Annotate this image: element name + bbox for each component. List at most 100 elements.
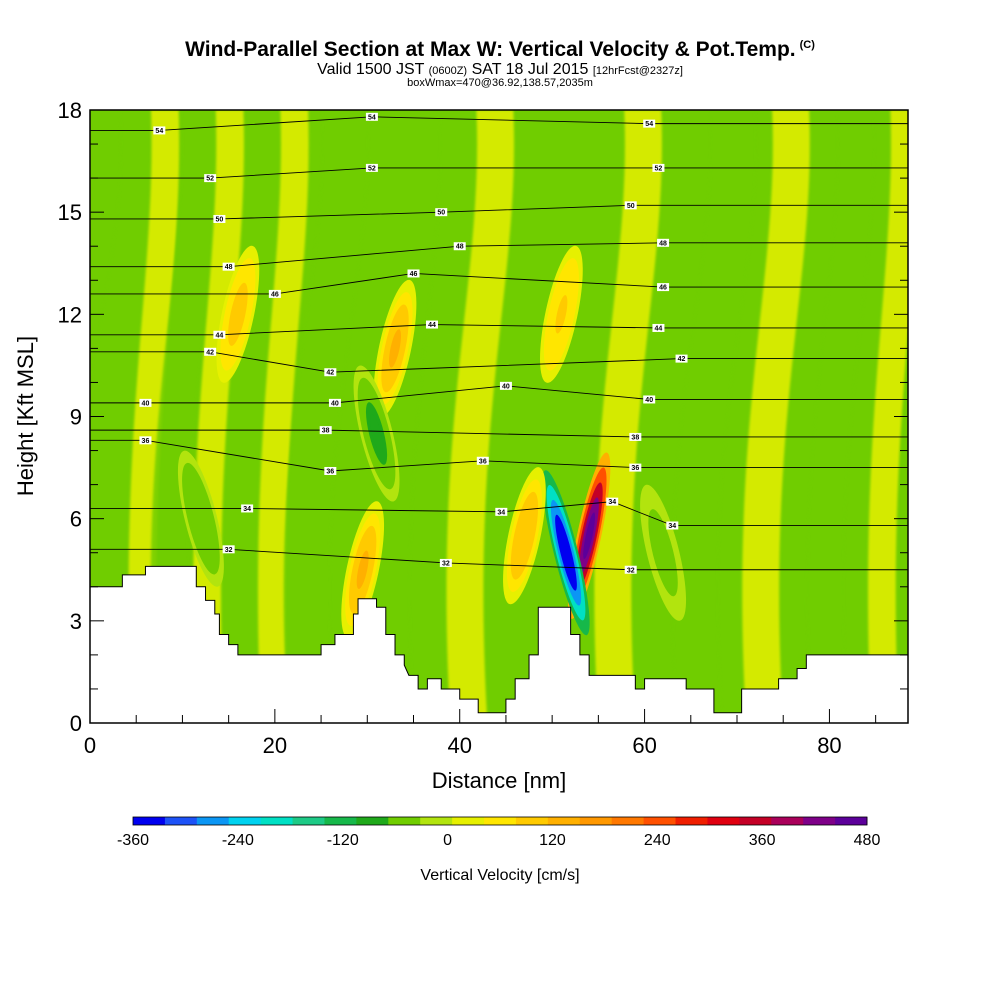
contour-label-bg xyxy=(652,163,665,172)
contour-label-bg xyxy=(652,323,665,332)
x-axis-label: Distance [nm] xyxy=(432,768,567,793)
y-tick-label: 0 xyxy=(70,711,82,736)
contour-label-bg xyxy=(643,119,656,128)
valid-time: Valid 1500 JST xyxy=(317,61,425,78)
contour-label: 36 xyxy=(142,438,150,445)
contour-label-bg xyxy=(407,269,420,278)
colorbar-tick-label: -360 xyxy=(117,832,149,849)
updraft-core xyxy=(583,512,596,559)
colorbar-swatch xyxy=(196,817,230,825)
colorbar-tick-label: -120 xyxy=(327,832,359,849)
field-band xyxy=(409,110,478,723)
colorbar-swatch xyxy=(452,817,485,825)
contour-label: 38 xyxy=(631,434,639,441)
contour-label-bg xyxy=(643,395,656,404)
x-tick-label: 20 xyxy=(263,733,287,758)
contour-label: 32 xyxy=(627,567,635,574)
colorbar-tick-label: 480 xyxy=(854,832,881,849)
contour-label: 40 xyxy=(645,397,653,404)
contour-label-bg xyxy=(629,432,642,441)
field-band xyxy=(128,110,180,723)
contour-label: 44 xyxy=(216,332,224,339)
y-tick-label: 6 xyxy=(70,507,82,532)
theta-contour xyxy=(90,501,908,526)
contour-label-bg xyxy=(453,242,466,251)
contour-label-bg xyxy=(624,565,637,574)
contour-label-bg xyxy=(139,436,152,445)
downdraft-core xyxy=(656,533,670,572)
contour-label: 34 xyxy=(668,523,676,530)
field-band xyxy=(283,110,369,723)
chart-title: Wind-Parallel Section at Max W: Vertical… xyxy=(185,38,815,61)
updraft-core xyxy=(555,295,568,334)
contour-label-bg xyxy=(624,201,637,210)
contour-label-bg xyxy=(629,463,642,472)
contour-label: 42 xyxy=(678,356,686,363)
x-tick-label: 60 xyxy=(632,733,656,758)
field-band xyxy=(446,110,515,723)
contour-labels: 32 32 32 34 34 34 34 36 36 36 36 38 38 40 40 40 40 42 42 42… xyxy=(139,112,688,574)
colorbar-swatch xyxy=(164,817,198,825)
contour-label: 54 xyxy=(155,128,163,135)
contour-label-bg xyxy=(268,289,281,298)
colorbar-frame xyxy=(132,816,868,826)
contour-label-bg xyxy=(241,504,254,513)
contour-label: 36 xyxy=(479,458,487,465)
contour-label-bg xyxy=(476,456,489,465)
contour-label: 46 xyxy=(271,291,279,298)
contour-label-bg xyxy=(499,381,512,390)
downdraft-core xyxy=(370,414,383,453)
contour-label-bg xyxy=(675,354,688,363)
theta-contour xyxy=(90,439,908,472)
contour-label: 40 xyxy=(331,400,339,407)
colorbar-swatch xyxy=(292,817,325,825)
terrain xyxy=(90,565,908,723)
downdraft-core xyxy=(194,499,208,538)
contour-label-bg xyxy=(319,426,332,435)
contour-label: 52 xyxy=(368,165,376,172)
contour-label: 48 xyxy=(659,240,667,247)
x-tick-label: 80 xyxy=(817,733,841,758)
valid-date: SAT 18 Jul 2015 xyxy=(471,61,589,78)
contour-label: 52 xyxy=(206,176,214,183)
colorbar-swatch xyxy=(515,817,549,825)
contour-label-bg xyxy=(324,466,337,475)
contour-label-bg xyxy=(222,262,235,271)
valid-utc: (0600Z) xyxy=(428,65,468,77)
copyright-mark: (C) xyxy=(799,39,815,51)
colorbar-swatch xyxy=(579,817,613,825)
contour-label: 32 xyxy=(225,547,233,554)
colorbar-swatch xyxy=(484,817,517,825)
updraft-core xyxy=(389,329,402,368)
colorbar-swatch xyxy=(739,817,772,825)
theta-contour xyxy=(90,385,908,404)
box-info: boxWmax=470@36.92,138.57,2035m xyxy=(407,77,593,89)
contour-label: 48 xyxy=(225,264,233,271)
colorbar-swatch xyxy=(133,817,166,825)
colorbar-tick-label: -240 xyxy=(222,832,254,849)
contour-label-bg xyxy=(222,545,235,554)
contour-label-bg xyxy=(213,330,226,339)
colorbar-tick-label: 0 xyxy=(443,832,452,849)
velocity-field xyxy=(90,110,908,723)
y-tick-label: 15 xyxy=(58,200,82,225)
colorbar-swatch xyxy=(771,817,804,825)
contour-label: 36 xyxy=(326,468,334,475)
contour-label: 50 xyxy=(216,216,224,223)
contour-label: 52 xyxy=(655,165,663,172)
colorbar-swatch xyxy=(611,817,645,825)
y-tick-label: 3 xyxy=(70,609,82,634)
contour-label: 50 xyxy=(627,203,635,210)
contour-label: 44 xyxy=(428,322,436,329)
colorbar-label: Vertical Velocity [cm/s] xyxy=(420,867,579,884)
contour-label-bg xyxy=(657,238,670,247)
colorbar-swatch xyxy=(356,817,389,825)
contour-label-bg xyxy=(657,283,670,292)
contour-label: 42 xyxy=(206,349,214,356)
colorbar-swatch xyxy=(324,817,357,825)
contour-label: 54 xyxy=(368,114,376,121)
contour-label-bg xyxy=(365,163,378,172)
